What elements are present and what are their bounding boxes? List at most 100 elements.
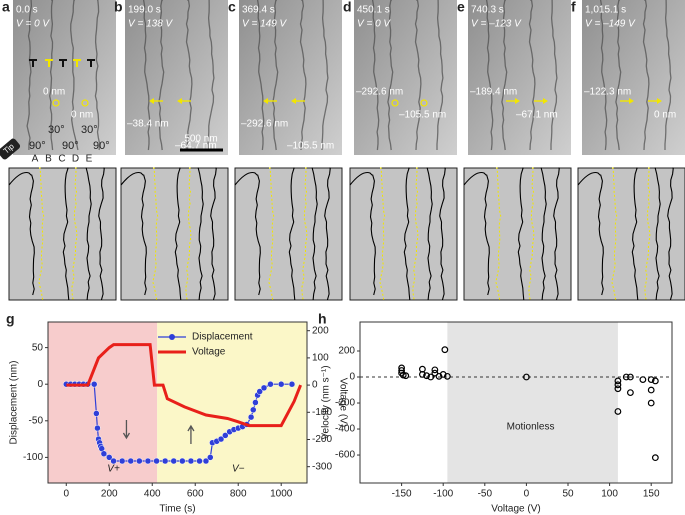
schematic-wall [439, 167, 446, 301]
schematic-wall-tracked [38, 167, 45, 301]
y-tick-label: 50 [32, 342, 44, 353]
voltage-label: V = 0 V [16, 19, 50, 30]
y-tick-label: 200 [338, 346, 355, 357]
schematic-wall [667, 167, 674, 301]
time-label: 1,015.1 s [585, 5, 626, 16]
data-point [153, 457, 160, 465]
schematic-wall-tracked [71, 167, 78, 301]
x-tick-label: 600 [187, 489, 204, 500]
x-axis-label: Time (s) [159, 504, 195, 515]
data-point [179, 457, 186, 465]
data-point [217, 435, 225, 443]
y2-tick-label: 200 [312, 325, 329, 336]
data-point [423, 372, 430, 380]
tip-icon [0, 138, 21, 160]
schematic-wall [120, 171, 147, 296]
y2-tick-label: -100 [312, 407, 332, 418]
schematic-wall-tracked [644, 167, 651, 301]
data-point [627, 373, 634, 381]
domain-wall-contrast [485, 0, 494, 151]
y-axis-label: Velocity (nm s⁻¹) [321, 365, 332, 439]
domain-wall-contrast [142, 0, 151, 151]
y-tick-label: 0 [349, 372, 355, 383]
annotation: V− [232, 464, 245, 475]
data-point [106, 454, 113, 461]
data-point [402, 372, 410, 380]
time-label: 740.3 s [471, 5, 504, 16]
domain-wall-contrast [321, 0, 329, 150]
schematic-wall [98, 167, 105, 301]
data-point [267, 380, 274, 388]
schematic-wall [631, 167, 639, 301]
x-tick-label: 1000 [270, 489, 293, 500]
panel-letter: d [343, 0, 352, 15]
marker-circle [81, 99, 89, 107]
data-point [170, 457, 177, 465]
data-point [427, 373, 435, 381]
schematic-wall [234, 171, 261, 296]
data-point [651, 454, 659, 462]
schematic-wall [8, 171, 35, 296]
data-point [252, 399, 259, 406]
schematic-wall-tracked [379, 167, 386, 301]
data-point [110, 457, 117, 465]
data-point [639, 376, 647, 384]
domain-wall-contrast [615, 0, 622, 151]
domain-wall-contrast [436, 0, 444, 150]
x-tick-label: -100 [433, 489, 453, 500]
data-point [614, 385, 622, 393]
domain-wall-contrast [371, 0, 380, 151]
x-tick-label: 150 [643, 489, 660, 500]
panel-letter: c [228, 0, 236, 15]
schematic-wall [197, 167, 204, 301]
region [447, 322, 618, 483]
marker-circle [391, 99, 399, 107]
x-tick-label: 0 [524, 489, 530, 500]
schematic-wall [174, 167, 182, 301]
data-point [614, 381, 622, 389]
angle-label: 30° [48, 124, 65, 136]
arrow-head [515, 98, 520, 104]
domain-wall-contrast [599, 0, 608, 151]
displacement-label: –292.6 nm [241, 119, 288, 130]
arrow-head [149, 98, 154, 104]
schematic-wall-tracked [185, 167, 192, 301]
schematic [577, 167, 685, 301]
data-point [419, 371, 426, 378]
y-axis-label: Displacement (nm) [9, 361, 20, 445]
schematic [8, 167, 117, 301]
arrow-head [263, 98, 268, 104]
y2-axis-label: Voltage (V) [337, 378, 348, 427]
domain-wall-contrast [207, 0, 215, 150]
series-line [66, 383, 292, 462]
data-point [647, 386, 655, 394]
data-point [94, 424, 101, 432]
panel-letter: a [2, 0, 10, 15]
dislocation [73, 59, 81, 67]
data-point [627, 389, 634, 397]
arrow-head [543, 98, 548, 104]
scale-label: 500 nm [184, 134, 217, 145]
arrow [122, 420, 131, 440]
data-point [187, 457, 195, 465]
data-point [622, 373, 630, 381]
data-point [523, 373, 530, 381]
y2-tick-label: 0 [312, 380, 318, 391]
domain-wall-contrast [94, 0, 101, 151]
data-point [118, 457, 126, 465]
panel-letter: g [6, 311, 15, 327]
dislocation [29, 59, 37, 67]
x-tick-label: 800 [230, 489, 247, 500]
domain-wall-contrast [158, 0, 165, 151]
x-axis-label: Voltage (V) [491, 504, 540, 515]
time-label: 0.0 s [16, 5, 38, 16]
y-tick-label: -200 [335, 398, 355, 409]
schematic-wall [324, 167, 331, 301]
domain-wall-contrast [49, 0, 54, 151]
displacement-label: 0 nm [654, 110, 676, 121]
displacement-label: –105.5 nm [399, 110, 446, 121]
schematic [349, 167, 458, 301]
voltage-label: V = –123 V [471, 19, 522, 30]
plot-frame [359, 321, 673, 484]
x-tick-label: 400 [144, 489, 161, 500]
